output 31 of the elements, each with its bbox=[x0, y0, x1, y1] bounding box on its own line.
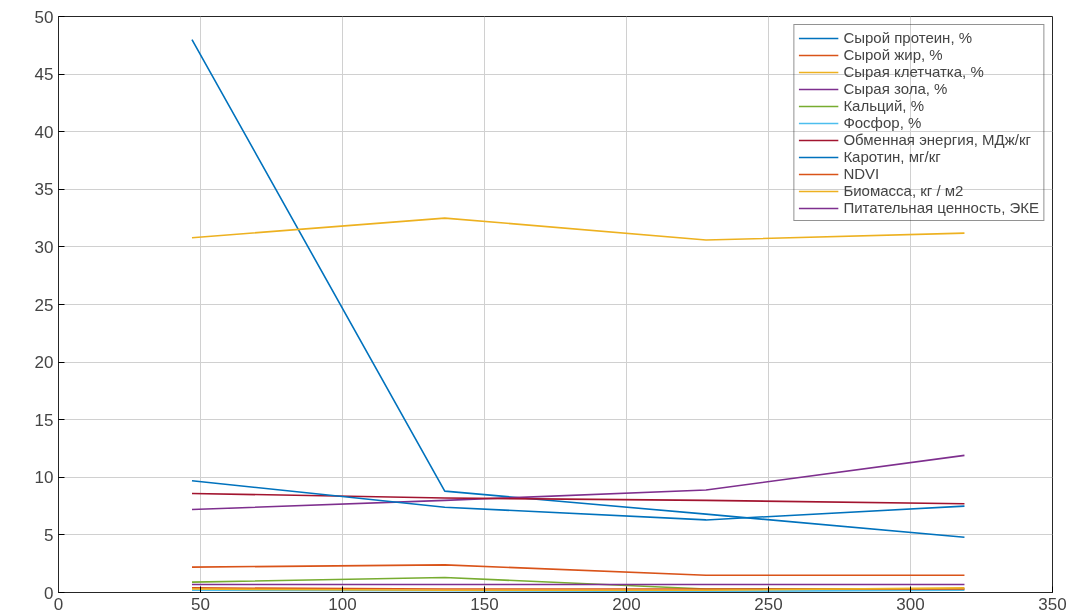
legend-label: Сырая клетчатка, % bbox=[843, 63, 984, 80]
y-tick-label: 20 bbox=[34, 353, 54, 373]
legend-label: Кальций, % bbox=[843, 97, 925, 114]
y-tick-label: 25 bbox=[34, 295, 54, 315]
y-tick-label: 10 bbox=[34, 468, 54, 488]
legend-label: Обменная энергия, МДж/кг bbox=[843, 131, 1031, 148]
y-tick-label: 50 bbox=[34, 7, 54, 27]
x-tick-label: 100 bbox=[328, 594, 357, 614]
y-tick-label: 35 bbox=[34, 180, 54, 200]
x-tick-label: 150 bbox=[470, 594, 499, 614]
legend-label: Сырой жир, % bbox=[843, 46, 943, 63]
legend-label: NDVI bbox=[843, 165, 880, 182]
legend-label: Сырая зола, % bbox=[843, 80, 948, 97]
legend-label: Биомасса, кг / м2 bbox=[843, 182, 964, 199]
line-series bbox=[191, 217, 966, 241]
x-tick-label: 200 bbox=[612, 594, 641, 614]
y-tick-label: 5 bbox=[44, 525, 54, 545]
line-series bbox=[191, 492, 966, 505]
y-tick-label: 30 bbox=[34, 237, 54, 257]
legend-label: Фосфор, % bbox=[843, 114, 922, 131]
y-tick-label: 15 bbox=[34, 410, 54, 430]
legend-label: Каротин, мг/кг bbox=[843, 148, 941, 165]
line-series bbox=[191, 454, 966, 511]
legend-label: Сырой протеин, % bbox=[843, 29, 973, 46]
x-tick-label: 300 bbox=[896, 594, 925, 614]
y-tick-label: 45 bbox=[34, 65, 54, 85]
y-tick-label: 40 bbox=[34, 122, 54, 142]
legend-label: Питательная ценность, ЭКЕ bbox=[843, 199, 1039, 216]
x-tick-label: 350 bbox=[1038, 594, 1067, 614]
x-tick-label: 250 bbox=[754, 594, 783, 614]
x-tick-label: 50 bbox=[191, 594, 210, 614]
